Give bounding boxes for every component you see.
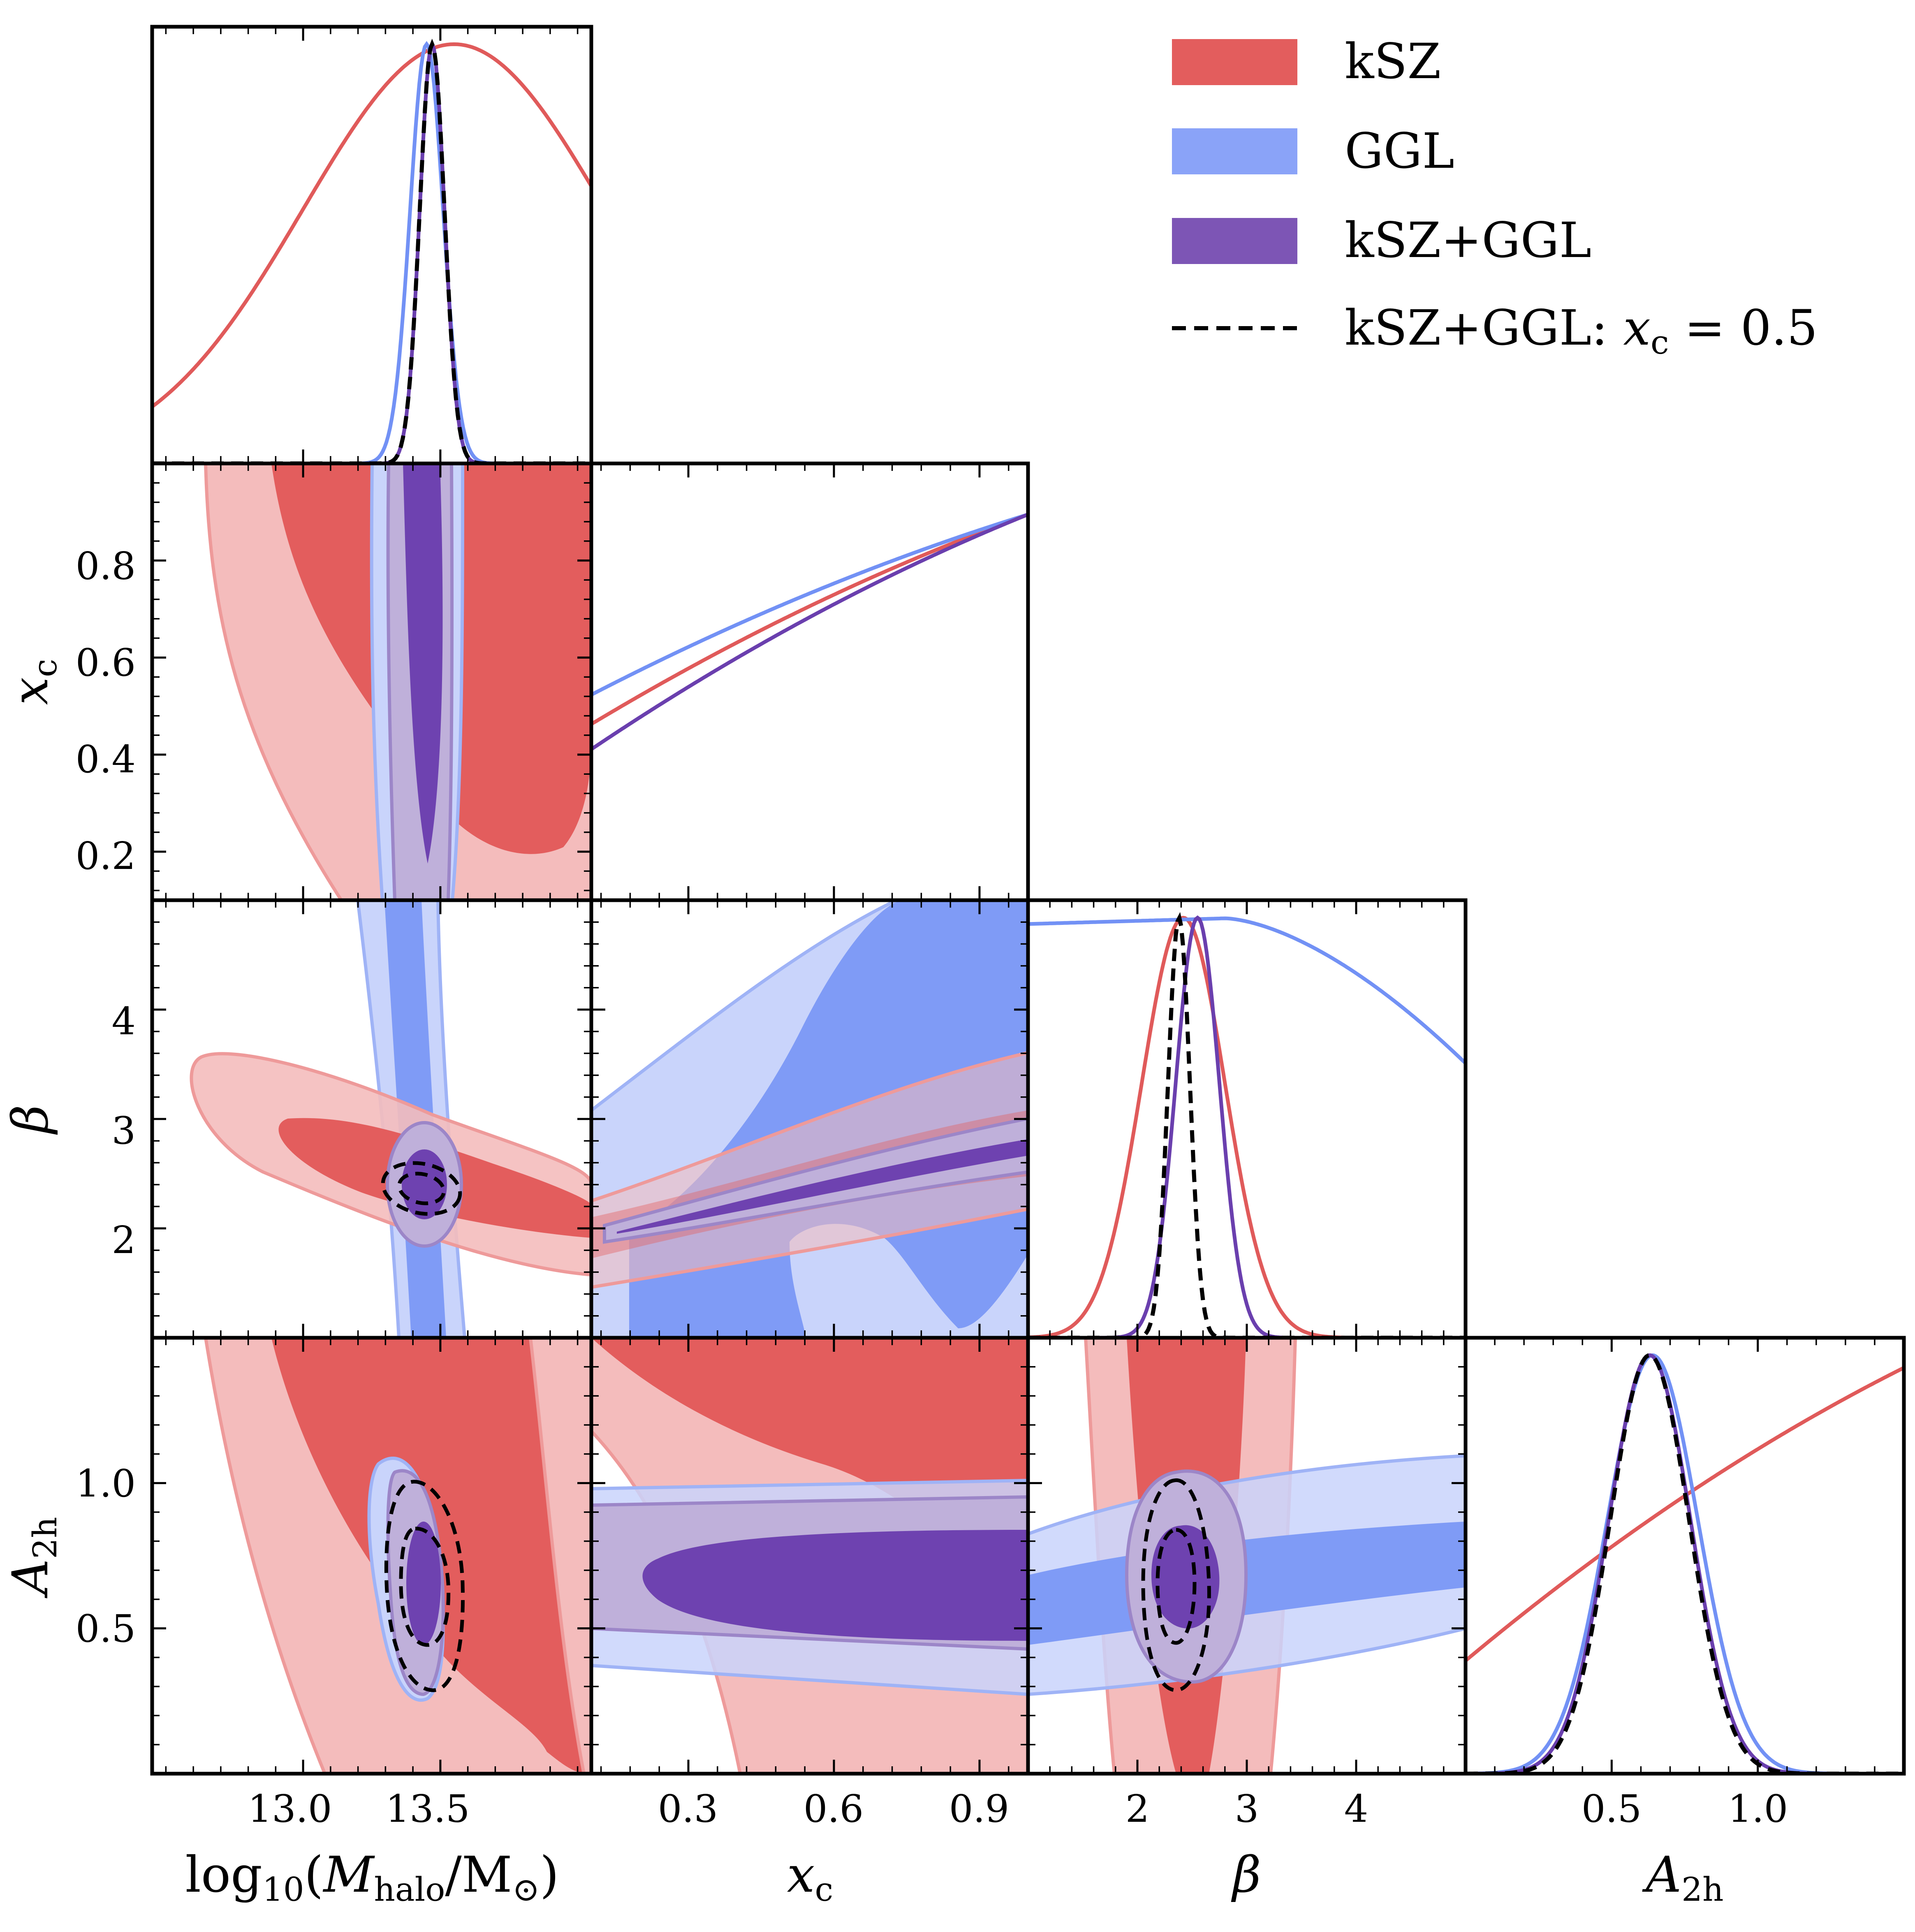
tick-label: 4 xyxy=(111,999,136,1043)
fixed-xc-contour-95 xyxy=(384,1480,465,1692)
tick-label: 13.5 xyxy=(386,1787,470,1831)
x-axis-label-logm: log10(Mhalo/M⊙) xyxy=(185,1846,559,1909)
legend: kSZ GGL kSZ+GGL kSZ+GGL: xc = 0.5 xyxy=(1172,33,1818,361)
tick-label: 0.6 xyxy=(76,641,136,685)
tick-label: 1.0 xyxy=(1728,1787,1788,1831)
panel-marginal-xc xyxy=(591,512,1028,751)
ggl-marginal-x-c xyxy=(591,512,1028,697)
x-axis-label-xc: xc xyxy=(787,1846,834,1909)
tick-label: 1.0 xyxy=(76,1462,136,1506)
combined-contour-68 xyxy=(642,1530,1028,1641)
fixed-xc-contour-95 xyxy=(381,1161,462,1216)
legend-item-fixed-xc: kSZ+GGL: xc = 0.5 xyxy=(1172,299,1818,361)
panel-frames xyxy=(150,25,1906,1776)
tick-label: 4 xyxy=(1344,1787,1369,1831)
ksz-ggl-xc-0-5-marginal-A-2h xyxy=(1466,1353,1904,1774)
fixed-xc-contour-95 xyxy=(1141,1478,1211,1692)
y-axis-label-beta: β xyxy=(2,1105,59,1135)
tick-labels-x: 13.0 13.5 0.3 0.6 0.9 2 3 4 0.5 1.0 xyxy=(248,1787,1788,1831)
legend-item-ksz: kSZ xyxy=(1172,33,1441,90)
ksz-ggl-marginal-A-2h xyxy=(1466,1353,1904,1774)
legend-item-combined: kSZ+GGL xyxy=(1172,212,1591,269)
fixed-xc-contour-68 xyxy=(397,1172,446,1205)
legend-swatch-ggl xyxy=(1172,128,1297,174)
ksz-ggl-marginal-log10-mhalo xyxy=(152,39,591,463)
tick-label: 0.4 xyxy=(76,737,136,781)
tick-label: 0.5 xyxy=(76,1607,136,1651)
panel-beta-vs-logm xyxy=(190,900,591,1338)
panel-marginal-beta xyxy=(1028,912,1466,1338)
ksz-ggl-xc-0-5-marginal-log10-mhalo xyxy=(152,39,591,463)
tick-labels-y-xc: 0.8 0.6 0.4 0.2 xyxy=(76,544,136,878)
ksz-ggl-marginal-beta xyxy=(1028,915,1466,1338)
tick-label: 2 xyxy=(111,1218,136,1262)
ksz-contour-95-right xyxy=(528,1338,591,1774)
axis-labels: log10(Mhalo/M⊙) xc β A2h xc β A2h xyxy=(2,659,1724,1909)
tick-label: 3 xyxy=(1235,1787,1259,1831)
tick-label: 0.3 xyxy=(658,1787,718,1831)
x-axis-label-a2h: A2h xyxy=(1642,1846,1723,1909)
ggl-marginal-log10-mhalo xyxy=(152,41,591,463)
tick-label: 0.8 xyxy=(76,544,136,588)
panel-a2h-vs-xc xyxy=(591,1338,1028,1774)
ksz-marginal-beta xyxy=(1028,916,1466,1338)
legend-label-combined: kSZ+GGL xyxy=(1345,212,1591,269)
tick-label: 3 xyxy=(111,1109,136,1153)
tick-label: 0.5 xyxy=(1582,1787,1642,1831)
tick-label: 13.0 xyxy=(248,1787,332,1831)
panel-marginal-logm xyxy=(152,39,591,463)
panel-a2h-vs-logm xyxy=(204,1338,591,1774)
panel-beta-vs-xc xyxy=(591,900,1028,1338)
tick-label: 0.6 xyxy=(804,1787,864,1831)
tick-labels-y-beta: 2 3 4 xyxy=(111,999,136,1262)
legend-item-ggl: GGL xyxy=(1172,123,1454,179)
legend-label-fixed-xc: kSZ+GGL: xc = 0.5 xyxy=(1345,299,1818,361)
ksz-marginal-A-2h xyxy=(1466,1366,1904,1662)
combined-contour-68 xyxy=(1151,1525,1220,1629)
panel-marginal-a2h xyxy=(1466,1353,1904,1774)
y-axis-label-xc: xc xyxy=(2,659,64,705)
tick-labels-y-a2h: 0.5 1.0 xyxy=(76,1462,136,1651)
fixed-xc-contour-68 xyxy=(399,1527,451,1647)
legend-swatch-combined xyxy=(1172,218,1297,264)
ggl-marginal-beta xyxy=(1028,916,1466,1065)
legend-label-ksz: kSZ xyxy=(1345,33,1441,90)
combined-contour-68 xyxy=(406,1522,441,1645)
legend-label-ggl: GGL xyxy=(1345,123,1454,179)
ggl-marginal-A-2h xyxy=(1466,1353,1904,1774)
ksz-marginal-log10-mhalo xyxy=(152,42,591,408)
panel-xc-vs-logm xyxy=(204,463,591,900)
ksz-ggl-marginal-x-c xyxy=(591,512,1028,751)
tick-label: 2 xyxy=(1125,1787,1150,1831)
ksz-contour-68 xyxy=(591,1338,1028,1645)
panel-a2h-vs-beta xyxy=(1028,1338,1466,1774)
combined-contour-68 xyxy=(617,1139,1028,1234)
tick-label: 0.9 xyxy=(949,1787,1009,1831)
combined-contour-68 xyxy=(403,463,443,864)
legend-swatch-ksz xyxy=(1172,39,1297,85)
fixed-xc-contour-68 xyxy=(1155,1528,1197,1645)
ksz-marginal-x-c xyxy=(591,512,1028,726)
y-axis-label-a2h: A2h xyxy=(2,1517,64,1598)
x-axis-label-beta: β xyxy=(1231,1846,1261,1904)
tick-label: 0.2 xyxy=(76,834,136,878)
ksz-ggl-xc-0-5-marginal-beta xyxy=(1028,912,1466,1338)
